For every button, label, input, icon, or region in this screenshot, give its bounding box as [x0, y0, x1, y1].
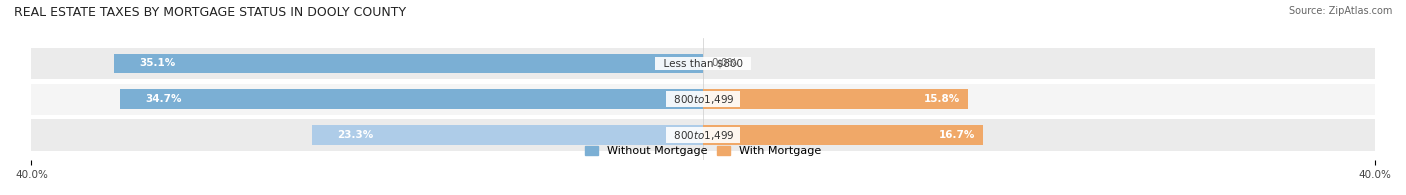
Bar [121, 90, 703, 109]
Bar [703, 90, 969, 109]
Text: REAL ESTATE TAXES BY MORTGAGE STATUS IN DOOLY COUNTY: REAL ESTATE TAXES BY MORTGAGE STATUS IN … [14, 6, 406, 19]
Bar [31, 84, 1375, 115]
Bar [312, 125, 703, 145]
Text: 16.7%: 16.7% [939, 130, 974, 140]
Text: 15.8%: 15.8% [924, 94, 960, 104]
Text: 0.0%: 0.0% [711, 58, 738, 68]
Text: 35.1%: 35.1% [139, 58, 176, 68]
Text: $800 to $1,499: $800 to $1,499 [666, 93, 740, 106]
Text: Source: ZipAtlas.com: Source: ZipAtlas.com [1288, 6, 1392, 16]
Bar [114, 54, 703, 73]
Legend: Without Mortgage, With Mortgage: Without Mortgage, With Mortgage [581, 142, 825, 161]
Text: 23.3%: 23.3% [337, 130, 373, 140]
Bar [703, 125, 983, 145]
Bar [31, 119, 1375, 151]
Text: Less than $800: Less than $800 [657, 58, 749, 68]
Text: $800 to $1,499: $800 to $1,499 [666, 129, 740, 142]
Bar [31, 48, 1375, 79]
Text: 34.7%: 34.7% [146, 94, 183, 104]
